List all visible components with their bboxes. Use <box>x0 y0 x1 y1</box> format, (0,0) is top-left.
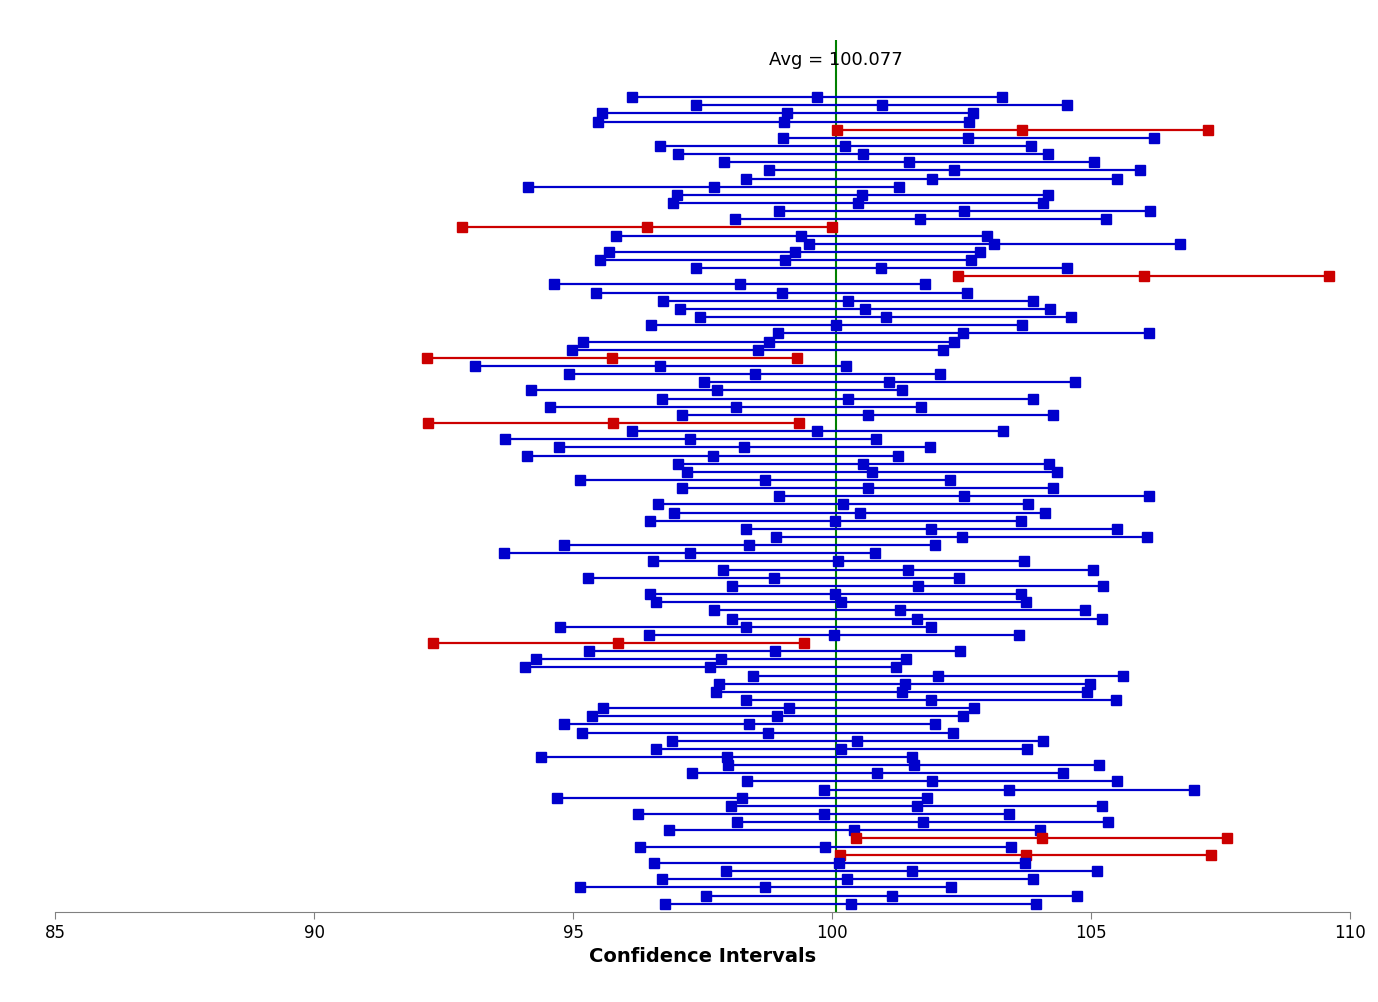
Text: Avg = 100.077: Avg = 100.077 <box>769 50 903 68</box>
X-axis label: Confidence Intervals: Confidence Intervals <box>590 947 816 966</box>
